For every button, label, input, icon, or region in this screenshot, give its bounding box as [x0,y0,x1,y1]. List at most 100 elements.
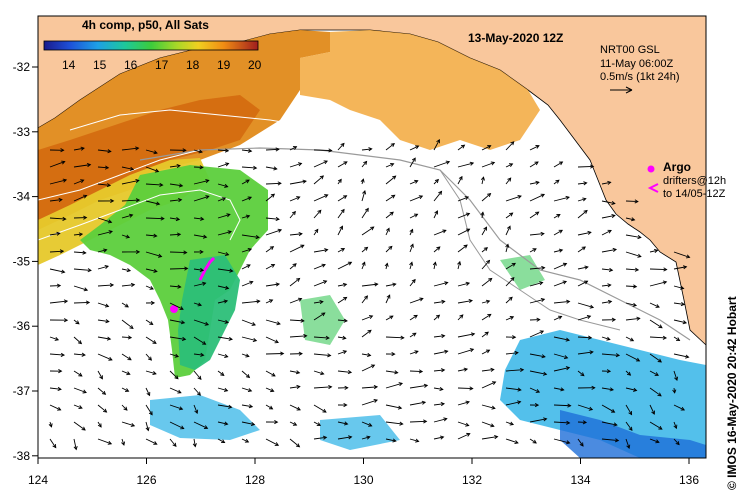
current-arrow [577,351,593,355]
current-arrow [73,195,87,202]
current-arrow [241,215,250,219]
current-arrow [673,438,680,445]
current-arrow [385,336,404,339]
current-arrow [73,164,91,168]
current-arrow [241,353,250,357]
current-arrow [673,285,684,289]
current-arrow [121,166,134,170]
current-arrow [313,436,327,440]
drifter-track [198,256,216,281]
current-arrow-head [612,247,618,253]
current-arrow-head [292,146,298,150]
current-arrow [193,370,202,380]
current-arrow [625,404,632,415]
current-arrow [169,251,187,254]
current-arrow [337,370,352,373]
current-arrow [289,404,301,411]
current-arrow-head [507,177,512,182]
current-arrow-head [685,354,690,359]
current-arrow [553,421,570,424]
current-arrow [337,421,348,425]
current-arrow [337,319,348,322]
current-arrow [385,283,396,287]
current-arrow-head [411,278,416,284]
current-arrow-head [125,234,131,239]
current-arrow-head [368,147,373,152]
current-arrow-head [343,402,348,408]
current-arrow-head [364,295,368,300]
current-arrow-head [63,299,69,304]
current-arrow-head [607,283,612,288]
current-arrow [505,163,513,168]
current-arrow-head [400,335,405,340]
current-arrow-head [247,148,253,153]
current-arrow [193,421,208,429]
current-arrow-head [442,229,447,234]
current-arrow-head [277,228,283,233]
current-arrow-head [440,368,446,373]
current-arrow [313,149,332,152]
lon-tick-label: 134 [570,473,590,487]
current-arrow [73,421,86,431]
current-arrow-head [510,276,515,282]
current-arrow-head [374,282,379,287]
current-arrow-head [247,388,253,393]
current-arrow [433,161,450,168]
current-arrow [289,421,297,426]
current-arrow [649,302,660,308]
current-arrow [265,404,273,410]
current-arrow [625,200,638,202]
current-arrow [49,336,59,341]
current-arrow [169,404,183,410]
current-arrow [529,370,547,375]
current-arrow-head [325,335,330,340]
current-arrow-head [196,391,201,396]
current-arrow-head [655,439,660,444]
current-arrow [97,166,109,169]
current-arrow [409,157,416,168]
argo-legend-marker [647,165,655,173]
current-arrow [361,190,366,202]
current-arrow [145,404,153,416]
current-arrow [313,264,326,270]
current-arrow [313,353,331,356]
current-arrow-head [343,195,348,200]
current-arrow [385,315,394,321]
current-arrow-head [565,366,571,371]
current-arrow [145,234,157,237]
current-arrow-head [510,141,515,146]
current-arrow-head [536,317,541,322]
sst-east-deep [560,410,706,458]
current-arrow [601,215,615,219]
current-arrow-head [107,149,112,154]
current-arrow [505,387,521,391]
current-arrow-head [514,350,519,356]
current-arrow [649,438,660,443]
current-arrow [169,438,177,447]
current-arrow-head [274,442,280,446]
current-arrow [409,420,427,423]
current-arrow [505,244,509,253]
current-arrow [313,280,327,287]
current-arrow [673,370,678,381]
drifters-label-1: drifters@12h [663,175,726,187]
current-arrow-head [628,426,633,432]
current-arrow [193,179,209,185]
current-arrow-head [129,213,134,218]
current-arrow-head [248,404,254,409]
current-arrow-head [421,400,427,405]
current-arrow [241,166,257,169]
current-arrow [241,370,250,378]
current-arrow [289,146,297,151]
current-arrow [385,370,398,374]
current-arrow-head [223,387,229,392]
current-arrow [169,353,179,358]
current-arrow-head [389,211,394,216]
current-arrow-head [606,369,612,374]
current-arrow-head [298,231,303,237]
lon-tick-label: 126 [136,473,156,487]
current-arrow [145,166,159,172]
current-arrow [289,162,302,168]
current-arrow [601,181,611,185]
plot-border [37,15,707,459]
